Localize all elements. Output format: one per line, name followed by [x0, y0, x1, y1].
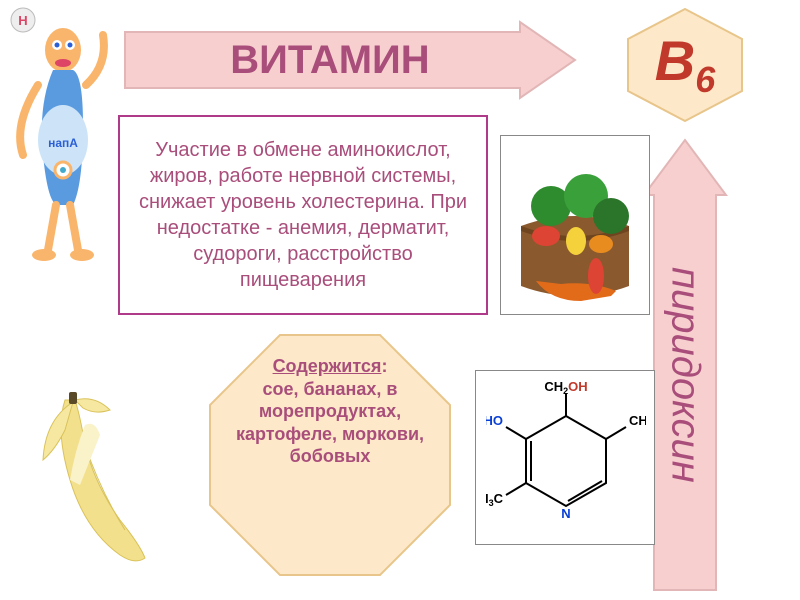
svg-text:CH2OH: CH2OH [629, 413, 646, 430]
description-text: Участие в обмене аминокислот, жиров, раб… [130, 137, 476, 293]
svg-text:HO: HO [486, 413, 503, 428]
chemical-formula: CH2OH CH2OH HO H3C N [475, 370, 655, 545]
svg-text:напА: напА [48, 136, 78, 150]
mascot-character: H напА [8, 5, 108, 265]
vitamin-code-hexagon: B6 [620, 5, 750, 125]
sources-text: Содержится: сое, бананах, в морепродукта… [225, 355, 435, 555]
vitamin-code-text: B6 [620, 5, 750, 125]
title-arrow: ВИТАМИН [120, 20, 580, 100]
svg-text:N: N [561, 506, 570, 521]
description-box: Участие в обмене аминокислот, жиров, раб… [118, 115, 488, 315]
banana-image [25, 390, 175, 570]
title-text: ВИТАМИН [140, 20, 520, 100]
svg-text:H: H [18, 13, 27, 28]
svg-text:H3C: H3C [486, 491, 504, 508]
vegetables-image [500, 135, 650, 315]
svg-text:CH2OH: CH2OH [544, 381, 587, 396]
sources-octagon: Содержится: сое, бананах, в морепродукта… [205, 330, 455, 580]
